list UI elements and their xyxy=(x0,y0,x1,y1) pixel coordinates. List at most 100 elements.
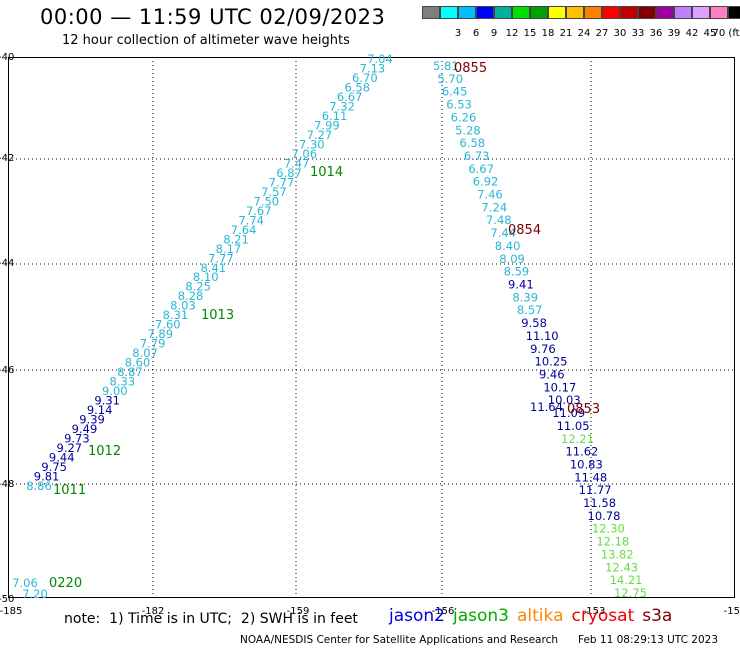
wave-height-label: 5.81 xyxy=(433,59,459,73)
colorbar-swatch xyxy=(674,6,692,19)
colorbar-label: 30 xyxy=(613,28,627,39)
lat-tick-label: -46 xyxy=(0,365,14,376)
wave-height-label: 12.43 xyxy=(605,560,638,574)
wave-height-label: 12.75 xyxy=(614,586,647,600)
wave-height-label: 6.67 xyxy=(468,162,494,176)
colorbar-label: 39 xyxy=(667,28,681,39)
wave-height-label: 9.41 xyxy=(508,278,534,292)
colorbar-swatch xyxy=(692,6,710,19)
page-subtitle: 12 hour collection of altimeter wave hei… xyxy=(62,33,350,48)
wave-height-label: 8.40 xyxy=(495,239,521,253)
colorbar-swatch xyxy=(422,6,440,19)
wave-height-map[interactable]: -185 -182 -159 -156 -153 -150 -40 -42 -44 -46 -48 -… xyxy=(0,52,740,617)
colorbar-swatch xyxy=(710,6,728,19)
pass-time-label: 0854 xyxy=(508,223,541,238)
colorbar-swatch xyxy=(530,6,548,19)
colorbar-label: 3 xyxy=(454,28,462,39)
wave-height-label: 10.25 xyxy=(535,355,568,369)
wave-height-label: 9.39 xyxy=(79,413,105,427)
colorbar-swatch xyxy=(566,6,584,19)
colorbar-swatch xyxy=(584,6,602,19)
colorbar-label: 70 (ft) xyxy=(712,28,740,39)
lon-tick-label: -182 xyxy=(142,606,165,617)
wave-height-label: 7.47 xyxy=(284,156,310,170)
pass-time-label: 0220 xyxy=(49,576,82,591)
lat-tick-label: -40 xyxy=(0,52,14,63)
wave-height-label: 8.07 xyxy=(132,346,158,360)
wave-height-label: 7.30 xyxy=(299,137,325,151)
wave-height-label: 6.67 xyxy=(337,90,363,104)
wave-height-label: 7.32 xyxy=(329,99,355,113)
wave-height-label: 8.09 xyxy=(499,252,525,266)
pass-time-label: 0855 xyxy=(454,61,487,76)
colorbar-swatch xyxy=(602,6,620,19)
wave-height-label: 7.60 xyxy=(155,318,181,332)
wave-height-label: 9.76 xyxy=(530,342,556,356)
pass-time-label: 1013 xyxy=(201,308,234,323)
wave-height-label: 11.09 xyxy=(552,406,585,420)
wave-height-label: 6.58 xyxy=(459,136,485,150)
wave-height-label: 11.05 xyxy=(557,419,590,433)
colorbar-label: 15 xyxy=(523,28,537,39)
colorbar-swatch xyxy=(476,6,494,19)
legend-cryosat: cryosat xyxy=(571,606,635,626)
wave-height-label: 8.25 xyxy=(185,280,211,294)
generated-timestamp: Feb 11 08:29:13 UTC 2023 xyxy=(578,634,718,646)
wave-height-label: 8.31 xyxy=(163,308,189,322)
wave-height-label: 9.14 xyxy=(87,403,113,417)
wave-height-label: 8.17 xyxy=(216,242,242,256)
wave-height-label: 8.28 xyxy=(178,289,204,303)
wave-height-label: 6.45 xyxy=(442,85,468,99)
credit-line: NOAA/NESDIS Center for Satellite Applica… xyxy=(240,634,558,646)
wave-height-label: 7.06 xyxy=(12,576,38,590)
legend-altika: altika xyxy=(517,606,564,626)
wave-height-label: 6.87 xyxy=(276,166,302,180)
colorbar-swatch xyxy=(494,6,512,19)
colorbar-label: 12 xyxy=(505,28,519,39)
wave-height-label: 6.58 xyxy=(344,80,370,94)
lon-tick-label: -150 xyxy=(724,606,740,617)
satellite-legend: jason2 jason3 altika cryosat s3a xyxy=(389,606,680,626)
wave-height-label: 8.87 xyxy=(117,365,143,379)
wave-height-label: 6.11 xyxy=(322,109,348,123)
wave-height-label: 8.21 xyxy=(223,232,249,246)
wave-height-label: 7.44 xyxy=(490,226,516,240)
wave-height-label: 7.13 xyxy=(360,61,386,75)
wave-height-label: 10.78 xyxy=(588,509,621,523)
pass-time-label: 1012 xyxy=(88,444,121,459)
wave-height-label: 11.62 xyxy=(565,445,598,459)
wave-height-label: 7.24 xyxy=(482,200,508,214)
colorbar-swatch xyxy=(728,6,740,19)
colorbar-swatch xyxy=(440,6,458,19)
wave-height-label: 7.20 xyxy=(22,587,48,601)
wave-height-label: 11.77 xyxy=(579,483,612,497)
wave-height-label: 10.03 xyxy=(548,393,581,407)
units-note: note: 1) Time is in UTC; 2) SWH is in fe… xyxy=(64,611,358,627)
colorbar-label: 45 xyxy=(703,28,717,39)
wave-height-label: 7.06 xyxy=(291,147,317,161)
wave-height-label: 8.33 xyxy=(110,375,136,389)
colorbar-label: 27 xyxy=(595,28,609,39)
map-frame xyxy=(8,57,735,598)
wave-height-label: 7.77 xyxy=(208,251,234,265)
legend-jason3: jason3 xyxy=(453,606,509,626)
colorbar-label: 21 xyxy=(559,28,573,39)
wave-height-label: 11.10 xyxy=(526,329,559,343)
map-canvas: -185 -182 -159 -156 -153 -150 -40 -42 -44 -46 -48 -… xyxy=(0,52,740,617)
colorbar-label: 36 xyxy=(649,28,663,39)
wave-height-label: 6.73 xyxy=(464,149,490,163)
wave-height-label: 5.28 xyxy=(455,123,481,137)
colorbar-label: 18 xyxy=(541,28,555,39)
pass-time-label: 0853 xyxy=(567,402,600,417)
wave-height-label: 5.70 xyxy=(437,72,463,86)
wave-height-label: 13.82 xyxy=(601,547,634,561)
wave-height-label: 7.79 xyxy=(140,337,166,351)
wave-height-label: 7.57 xyxy=(261,185,287,199)
wave-height-label: 7.50 xyxy=(254,194,280,208)
wave-height-label: 8.03 xyxy=(170,299,196,313)
legend-s3a: s3a xyxy=(642,606,673,626)
wave-height-label: 10.83 xyxy=(570,457,603,471)
wave-height-label: 6.53 xyxy=(446,98,472,112)
lon-tick-label: -159 xyxy=(287,606,310,617)
